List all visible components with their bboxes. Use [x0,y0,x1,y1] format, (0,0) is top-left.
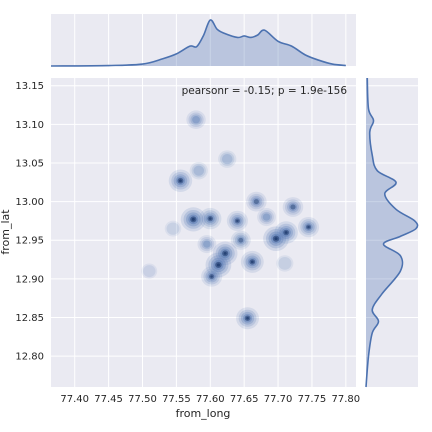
kde-contour [191,217,195,221]
top-marginal-background [51,14,356,66]
x-tick-label: 77.65 [230,394,259,405]
x-tick-label: 77.40 [60,394,89,405]
kde-contour [246,191,267,212]
y-marginal-density-line [365,77,419,388]
kde-contour [166,222,180,235]
kde-contour [250,195,263,208]
kde-contour [216,263,220,267]
kde-density-layers [141,110,320,330]
joint-plot-grid [51,78,356,387]
kde-contour [234,234,247,246]
kde-contour [261,211,272,223]
x-marginal-density-fill [51,19,346,67]
y-tick-label: 12.85 [15,313,44,324]
kde-contour [190,114,202,126]
kde-contour [203,240,211,248]
y-tick-label: 12.90 [15,274,44,285]
kde-contour [248,193,265,210]
kde-contour [262,213,271,221]
kde-contour [191,163,206,178]
kde-contour [220,152,235,166]
kde-contour [141,263,158,279]
kde-contour [253,199,259,205]
kde-contour [201,238,213,250]
x-marginal-density-line [50,19,346,67]
pearson-annotation: pearsonr = -0.15; p = 1.9e-156 [182,85,348,97]
x-tick-label: 77.45 [94,394,123,405]
kde-contour [188,112,204,127]
x-tick-label: 77.80 [332,394,361,405]
right-marginal-grid [366,85,418,357]
kde-contour [307,225,310,229]
kde-contour [197,235,217,254]
kde-contour [232,232,249,248]
kde-contour [210,275,213,278]
kde-contour [278,257,292,270]
kde-contour [199,237,215,252]
kde-contour [238,237,244,243]
y-axis-label: from_lat [0,209,12,255]
kde-contour [246,316,249,320]
y-tick-label: 13.15 [15,81,44,92]
x-tick-label: 77.70 [264,394,293,405]
y-tick-label: 13.00 [15,197,44,208]
kde-contour [218,150,237,168]
kde-contour [236,219,239,223]
kde-contour [179,179,182,183]
joint-plot-background [51,78,356,387]
kde-contour [259,210,274,225]
y-tick-label: 13.10 [15,120,44,131]
y-tick-label: 12.80 [15,352,44,363]
kde-contour [276,255,294,272]
x-tick-labels: 77.40 77.45 77.50 77.55 77.60 77.65 77.70 77.75… [60,394,360,405]
kde-contour [208,217,212,220]
kde-contour [230,230,251,250]
kde-contour [223,251,227,255]
x-tick-label: 77.55 [162,394,191,405]
kde-contour [284,199,301,215]
kde-contour [186,110,206,130]
kde-contour [290,204,296,210]
kde-contour [282,197,304,217]
x-axis-label: from_long [176,407,231,420]
x-tick-label: 77.60 [196,394,225,405]
y-tick-labels: 12.80 12.85 12.90 12.95 13.00 13.05 13.10 13.15 [15,81,44,362]
kde-contour [193,165,205,176]
y-marginal-density-fill [366,78,418,387]
kde-contour [288,203,298,211]
kde-contour [284,231,288,234]
kde-contour [257,208,276,227]
kde-contour [164,220,182,237]
kde-contour [250,260,254,264]
kde-contour [236,236,245,245]
y-tick-label: 13.05 [15,158,44,169]
kde-contour [252,197,261,206]
kde-contour [192,115,200,124]
kde-contour [274,237,278,241]
x-tick-label: 77.50 [128,394,157,405]
top-marginal-grid [74,14,347,66]
kde-contour [143,265,156,278]
kde-contour [189,161,208,180]
kde-contour [287,201,299,213]
kde-contour [221,154,233,165]
y-tick-label: 12.95 [15,236,44,247]
x-tick-label: 77.75 [298,394,327,405]
